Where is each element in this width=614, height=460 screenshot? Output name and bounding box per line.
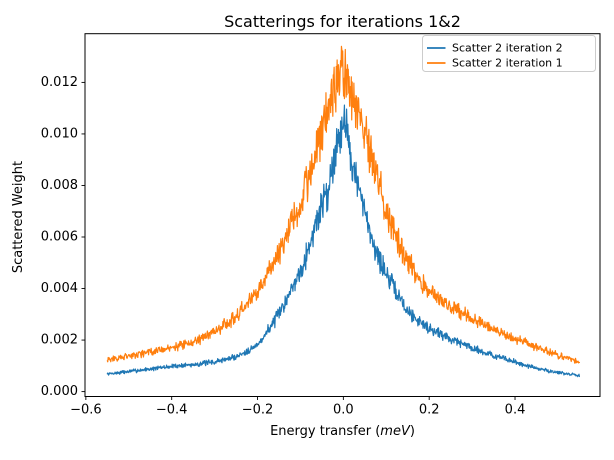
series-line-0 xyxy=(106,104,580,378)
legend-label-0: Scatter 2 iteration 2 xyxy=(452,42,563,55)
plot-border xyxy=(84,33,601,397)
x-axis-label-text: Energy transfer ( xyxy=(270,424,381,439)
y-axis-label: Scattered Weight xyxy=(11,160,26,274)
x-axis-label-unit: meV xyxy=(380,424,410,439)
x-axis-label-close: ) xyxy=(409,424,415,439)
x-tick-label: 0.2 xyxy=(419,403,440,418)
legend-label-1: Scatter 2 iteration 1 xyxy=(452,57,563,70)
x-tick-label: 0.4 xyxy=(505,403,526,418)
x-axis-label: Energy transfer (meV) xyxy=(85,424,600,439)
y-tick-label: 0.012 xyxy=(41,75,78,90)
series-line-1 xyxy=(106,45,580,364)
x-tick-label: −0.2 xyxy=(242,403,274,418)
x-tick-label: −0.6 xyxy=(70,403,102,418)
y-tick-label: 0.002 xyxy=(41,333,78,348)
y-tick-label: 0.006 xyxy=(41,230,78,245)
y-tick-label: 0.004 xyxy=(41,281,78,296)
y-tick-label: 0.008 xyxy=(41,178,78,193)
x-tick-label: 0.0 xyxy=(333,403,354,418)
y-tick-label: 0.000 xyxy=(41,384,78,399)
x-tick-label: −0.4 xyxy=(156,403,188,418)
legend xyxy=(422,35,596,72)
chart-title: Scatterings for iterations 1&2 xyxy=(224,12,461,31)
y-tick-label: 0.010 xyxy=(41,126,78,141)
